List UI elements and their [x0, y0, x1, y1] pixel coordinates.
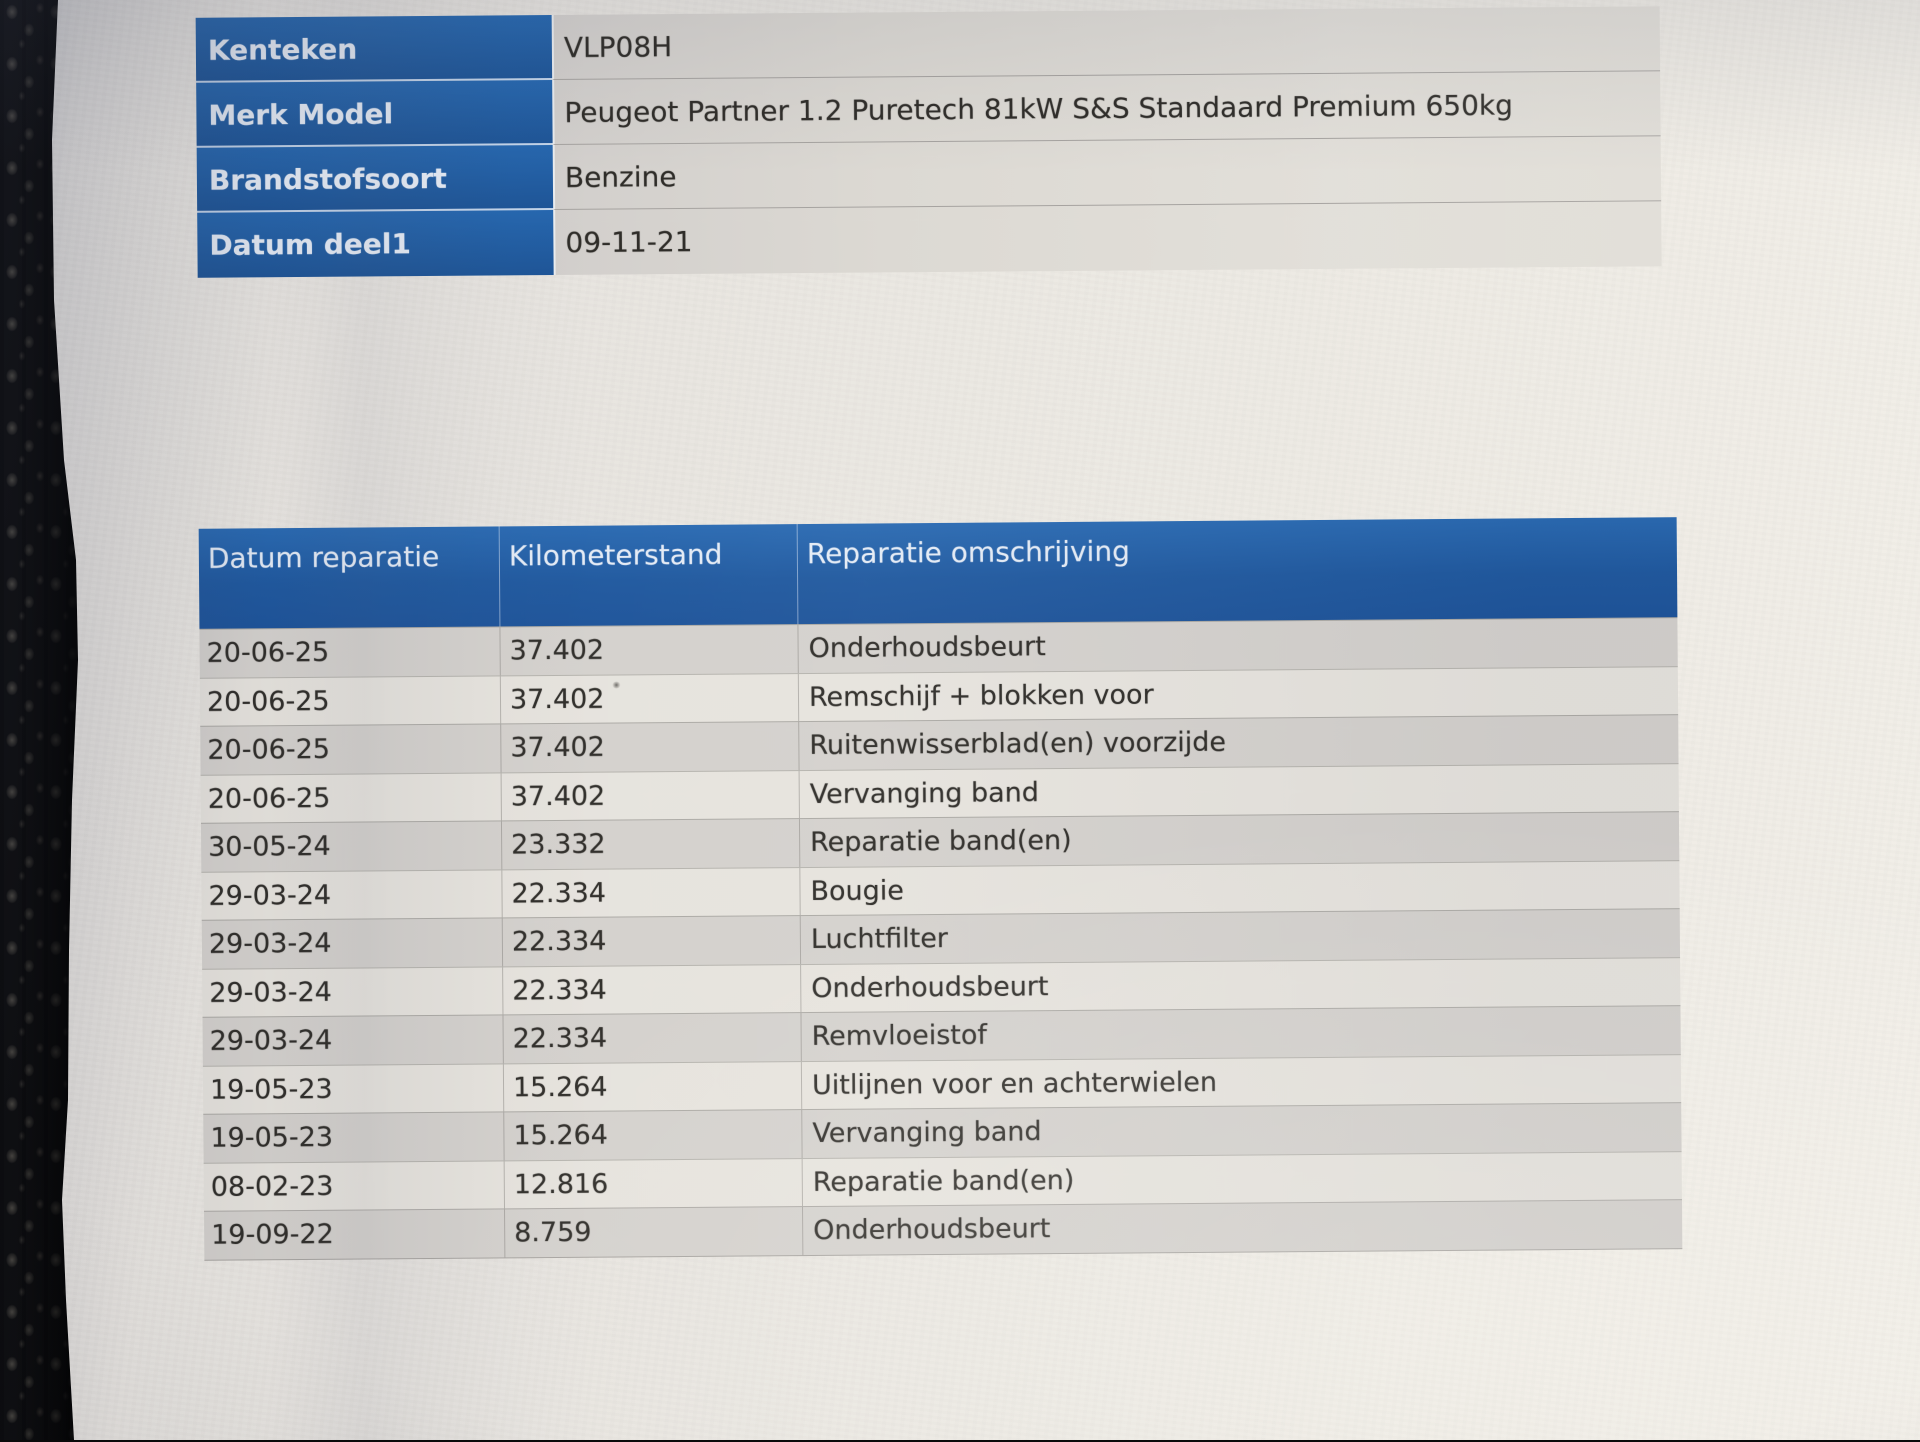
cell-date: 20-06-25: [206, 636, 330, 669]
cell-km: 12.816: [503, 1158, 802, 1209]
cell-km: 37.402: [500, 722, 799, 772]
column-header-datum-reparatie: Datum reparatie: [207, 539, 440, 575]
cell-description: Reparatie band(en): [798, 812, 1680, 867]
info-row-datum-deel1: Datum deel1 09-11-21: [197, 201, 1662, 278]
cell-km: 37.402: [500, 770, 799, 821]
info-value: Peugeot Partner 1.2 Puretech 81kW S&S St…: [552, 71, 1661, 145]
info-value: Benzine: [552, 136, 1662, 210]
cell-km: 15.264: [503, 1110, 802, 1160]
cell-km: 22.334: [502, 1013, 801, 1063]
cell-date: 29-03-24: [209, 976, 332, 1009]
repair-history-table: Datum reparatie Kilometerstand Reparatie…: [198, 517, 1683, 1261]
cell-date: 20-06-25: [207, 733, 331, 766]
info-row-kenteken: Kenteken VLP08H: [195, 6, 1661, 83]
cell-description: Luchtfilter: [799, 909, 1681, 964]
info-label: Datum deel1: [197, 209, 554, 278]
cell-date: 30-05-24: [208, 830, 331, 863]
cell-description: Onderhoudsbeurt: [801, 1200, 1683, 1255]
cell-date: 29-03-24: [209, 1024, 333, 1057]
info-row-merk-model: Merk Model Peugeot Partner 1.2 Puretech …: [196, 71, 1661, 148]
cell-date: 29-03-24: [208, 879, 332, 912]
cell-km: 22.334: [501, 867, 800, 918]
cell-date: 20-06-25: [207, 782, 331, 815]
cell-km: 23.332: [500, 819, 800, 869]
info-label: Brandstofsoort: [196, 144, 554, 213]
cell-date: 20-06-25: [206, 685, 330, 718]
vehicle-info-table: Kenteken VLP08H Merk Model Peugeot Partn…: [195, 6, 1662, 278]
info-value: 09-11-21: [553, 201, 1662, 275]
column-header-kilometerstand: Kilometerstand: [498, 524, 798, 627]
cell-km: 37.402: [499, 673, 799, 724]
cell-description: Bougie: [799, 860, 1680, 916]
cell-date: 19-05-23: [209, 1073, 333, 1106]
info-label: Merk Model: [196, 80, 553, 148]
cell-description: Remschijf + blokken voor: [797, 666, 1679, 722]
cell-km: 37.402: [499, 625, 798, 675]
cell-km: 15.264: [502, 1061, 802, 1112]
cell-description: Vervanging band: [798, 763, 1679, 819]
info-value: VLP08H: [551, 6, 1661, 81]
cell-description: Onderhoudsbeurt: [800, 957, 1681, 1013]
cell-date: 19-05-23: [210, 1121, 334, 1154]
repair-table-header: Datum reparatie Kilometerstand Reparatie…: [198, 517, 1678, 629]
cell-description: Onderhoudsbeurt: [797, 618, 1678, 673]
cell-date: 29-03-24: [208, 927, 332, 960]
cell-description: Remvloeistof: [800, 1006, 1681, 1061]
info-label: Kenteken: [195, 15, 553, 83]
cell-description: Ruitenwisserblad(en) voorzijde: [798, 715, 1679, 770]
cell-description: Uitlijnen voor en achterwielen: [800, 1054, 1682, 1110]
cell-description: Reparatie band(en): [801, 1151, 1682, 1207]
cell-km: 8.759: [504, 1207, 803, 1257]
info-row-brandstofsoort: Brandstofsoort Benzine: [196, 136, 1662, 213]
cell-date: 19-09-22: [211, 1218, 334, 1251]
column-header-reparatie-omschrijving: Reparatie omschrijving: [796, 517, 1678, 625]
cell-km: 22.334: [501, 916, 801, 966]
cell-date: 08-02-23: [210, 1170, 334, 1203]
cell-km: 22.334: [502, 964, 801, 1015]
cell-description: Vervanging band: [801, 1103, 1682, 1158]
dust-speck: [611, 681, 621, 689]
